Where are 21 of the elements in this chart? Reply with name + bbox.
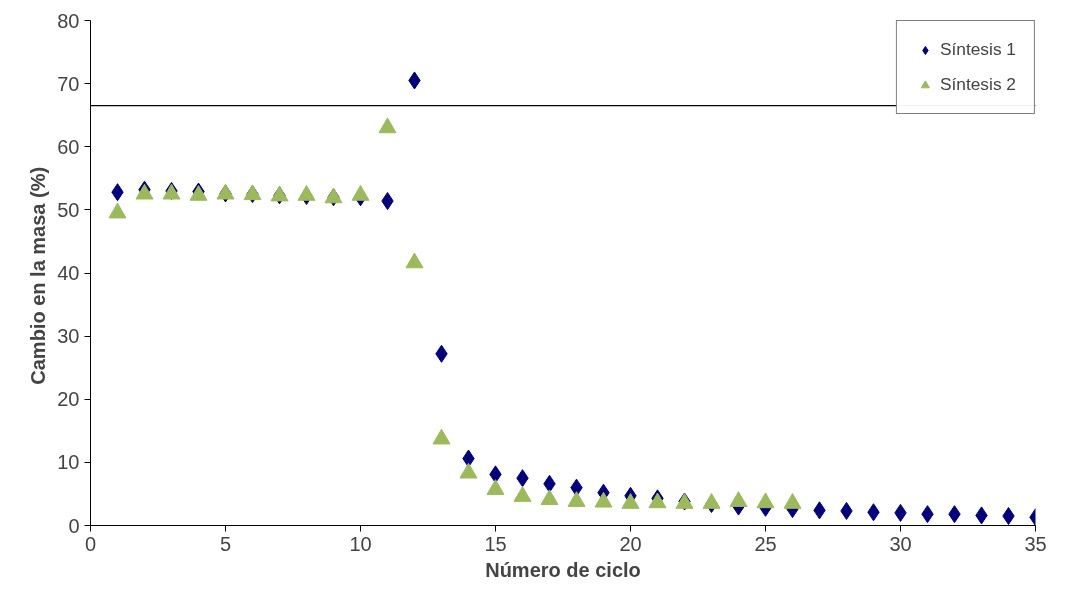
y-tick-label: 20	[57, 388, 80, 411]
x-tick-label: 10	[349, 532, 372, 555]
x-tick-label: 35	[1024, 532, 1047, 555]
y-tick-label: 10	[57, 451, 80, 474]
legend-label: Síntesis 1	[939, 39, 1016, 60]
y-tick-label: 50	[57, 198, 80, 221]
x-tick-label: 20	[619, 532, 642, 555]
x-tick-label: 0	[84, 532, 97, 555]
y-tick-label: 70	[57, 72, 80, 95]
legend-label: Síntesis 2	[939, 74, 1016, 95]
x-tick-label: 15	[484, 532, 507, 555]
x-axis-title: Número de ciclo	[485, 558, 641, 581]
y-tick-label: 80	[57, 9, 80, 32]
y-tick-label: 0	[68, 514, 80, 537]
x-tick-label: 25	[754, 532, 777, 555]
y-tick-label: 60	[57, 135, 80, 158]
x-tick-label: 5	[219, 532, 232, 555]
y-tick-label: 40	[57, 262, 80, 284]
x-tick-label: 30	[889, 532, 912, 555]
y-tick-label: 30	[57, 325, 80, 348]
y-axis-title: Cambio en la masa (%)	[27, 166, 50, 385]
